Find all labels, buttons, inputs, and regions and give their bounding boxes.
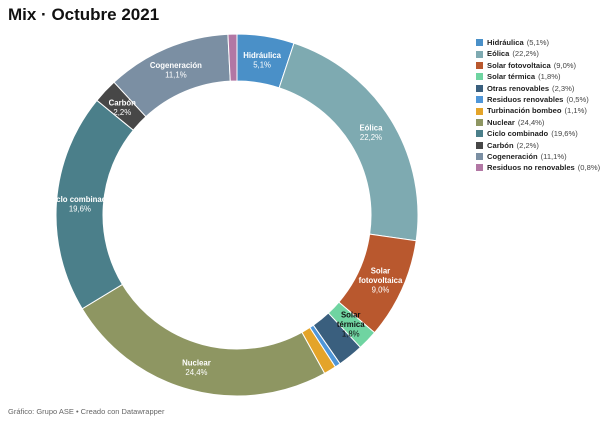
legend-swatch bbox=[476, 39, 483, 47]
legend-value: (0,8%) bbox=[577, 163, 600, 173]
legend-value: (5,1%) bbox=[526, 38, 550, 47]
legend-label: Nuclear bbox=[487, 117, 515, 127]
legend-value: (1,8%) bbox=[538, 72, 561, 82]
slice-label-name: Hidráulica bbox=[243, 51, 281, 60]
slice-eolica[interactable] bbox=[278, 42, 419, 242]
slice-label-value: 24,4% bbox=[185, 368, 207, 377]
legend-label: Ciclo combinado bbox=[487, 129, 549, 139]
legend-item-cogeneracion: Cogeneración (11,1%) bbox=[476, 151, 600, 162]
legend-label: Residuos renovables bbox=[487, 94, 564, 104]
legend-value: (22,2%) bbox=[512, 49, 539, 59]
legend-item-residuos-no-renovables: Residuos no renovables (0,8%) bbox=[476, 162, 600, 173]
legend-swatch bbox=[476, 153, 483, 161]
legend-label: Carbón bbox=[487, 140, 514, 150]
chart-title: Mix · Octubre 2021 bbox=[8, 5, 160, 24]
slice-label-cogeneracion: Cogeneración 11,1% bbox=[150, 61, 202, 80]
slice-label-name: Eólica bbox=[359, 123, 383, 132]
legend-item-otras-renovables: Otras renovables (2,3%) bbox=[476, 83, 600, 94]
slice-label-value: 19,6% bbox=[69, 205, 91, 214]
slice-label-name: térmica bbox=[337, 320, 365, 329]
legend-item-ciclo-combinado: Ciclo combinado (19,6%) bbox=[476, 128, 600, 139]
legend-label: Turbinación bombeo bbox=[487, 106, 562, 116]
chart-source: Gráfico: Grupo ASE • Creado con Datawrap… bbox=[8, 407, 165, 416]
legend-item-turbinacion-bombeo: Turbinación bombeo (1,1%) bbox=[476, 105, 600, 116]
legend-item-eolica: Eólica (22,2%) bbox=[476, 48, 600, 59]
legend-swatch bbox=[476, 141, 483, 149]
legend-swatch bbox=[476, 50, 483, 58]
slice-label-name: Solar bbox=[371, 266, 391, 275]
slice-label-solar-termica: Solar térmica 1,8% bbox=[337, 310, 365, 338]
slice-label-value: 2,2% bbox=[113, 108, 131, 117]
legend-label: Otras renovables bbox=[487, 83, 550, 93]
legend-value: (0,5%) bbox=[566, 94, 589, 104]
legend-label: Cogeneración bbox=[487, 151, 538, 161]
legend-value: (11,1%) bbox=[540, 151, 567, 161]
legend-label: Eólica bbox=[487, 49, 510, 59]
slice-label-name: Ciclo combinado bbox=[48, 195, 111, 204]
legend-item-hidraulica: Hidráulica (5,1%) bbox=[476, 37, 600, 48]
slice-label-value: 22,2% bbox=[360, 133, 382, 142]
legend-swatch bbox=[476, 61, 483, 69]
slice-nuclear[interactable] bbox=[81, 283, 326, 397]
slice-label-nuclear: Nuclear 24,4% bbox=[182, 358, 211, 377]
slice-label-name: Carbón bbox=[109, 98, 137, 107]
chart-legend: Hidráulica (5,1%) Eólica (22,2%) Solar fotov… bbox=[476, 37, 600, 174]
slice-label-ciclo-combinado: Ciclo combinado 19,6% bbox=[48, 195, 111, 214]
slice-label-value: 9,0% bbox=[372, 285, 390, 294]
legend-item-nuclear: Nuclear (24,4%) bbox=[476, 117, 600, 128]
legend-value: (2,3%) bbox=[552, 83, 575, 93]
slice-label-name: Cogeneración bbox=[150, 61, 202, 70]
legend-swatch bbox=[476, 164, 483, 172]
donut-chart: Hidráulica 5,1%Eólica 22,2%Solar fotovoltai… bbox=[48, 33, 419, 397]
slice-label-value: 1,8% bbox=[342, 329, 360, 338]
slice-label-name: fotovoltaica bbox=[359, 276, 403, 285]
slice-label-value: 5,1% bbox=[253, 60, 271, 69]
legend-value: (24,4%) bbox=[517, 117, 545, 127]
slice-label-carbon: Carbón 2,2% bbox=[109, 98, 137, 117]
legend-value: (1,1%) bbox=[564, 106, 587, 116]
slice-label-eolica: Eólica 22,2% bbox=[359, 123, 383, 142]
legend-item-solar-fotovoltaica: Solar fotovoltaica (9,0%) bbox=[476, 60, 600, 71]
legend-label: Solar térmica bbox=[487, 72, 536, 82]
legend-swatch bbox=[476, 107, 483, 115]
slice-label-value: 11,1% bbox=[165, 71, 187, 80]
legend-label: Solar fotovoltaica bbox=[487, 60, 551, 70]
slice-ciclo-combinado[interactable] bbox=[55, 99, 134, 310]
slice-label-name: Solar bbox=[341, 310, 361, 319]
slice-label-solar-fotovoltaica: Solar fotovoltaica 9,0% bbox=[359, 266, 403, 294]
legend-value: (2,2%) bbox=[516, 140, 539, 150]
legend-label: Hidráulica bbox=[487, 38, 524, 47]
legend-label: Residuos no renovables bbox=[487, 163, 575, 173]
legend-item-carbon: Carbón (2,2%) bbox=[476, 140, 600, 151]
slice-label-name: Nuclear bbox=[182, 358, 211, 367]
legend-swatch bbox=[476, 118, 483, 126]
slice-residuos-no-renovables[interactable] bbox=[227, 33, 238, 82]
legend-swatch bbox=[476, 73, 483, 81]
slice-label-hidraulica: Hidráulica 5,1% bbox=[243, 51, 281, 70]
legend-value: (19,6%) bbox=[551, 129, 578, 139]
legend-item-residuos-renovables: Residuos renovables (0,5%) bbox=[476, 94, 600, 105]
legend-value: (9,0%) bbox=[553, 60, 577, 70]
legend-swatch bbox=[476, 84, 483, 92]
legend-item-solar-termica: Solar térmica (1,8%) bbox=[476, 71, 600, 82]
legend-swatch bbox=[476, 130, 483, 138]
legend-swatch bbox=[476, 96, 483, 104]
